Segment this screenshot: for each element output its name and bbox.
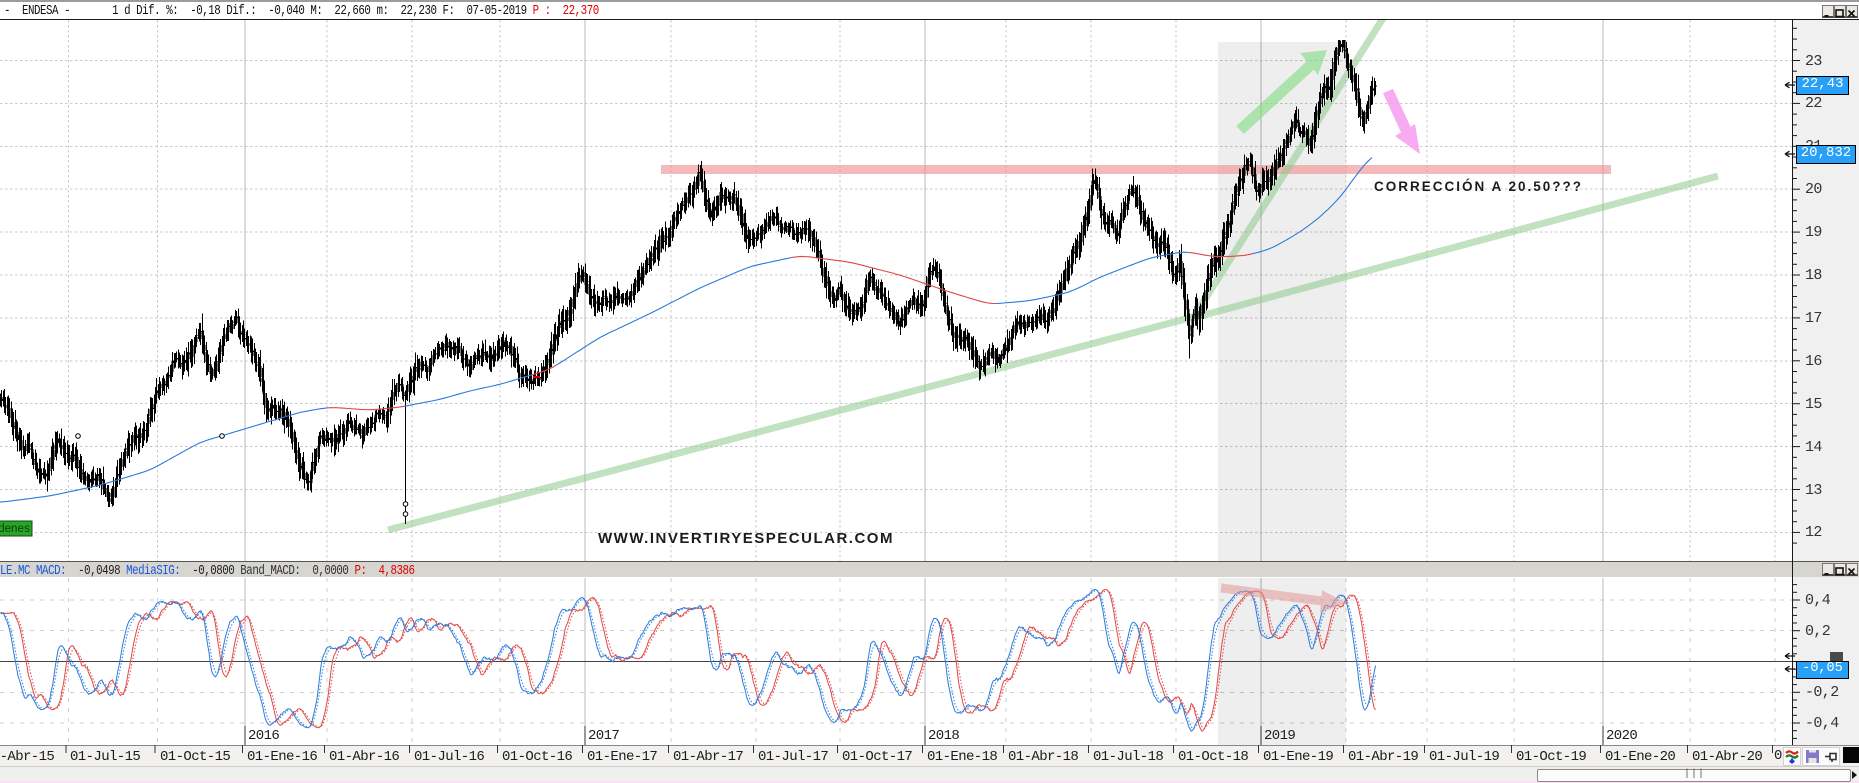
svg-text:WWW.INVERTIRYESPECULAR.COM: WWW.INVERTIRYESPECULAR.COM xyxy=(598,530,894,547)
svg-text:CORRECCIÓN A 20.50???: CORRECCIÓN A 20.50??? xyxy=(1374,179,1583,194)
svg-text:denes: denes xyxy=(0,523,30,536)
